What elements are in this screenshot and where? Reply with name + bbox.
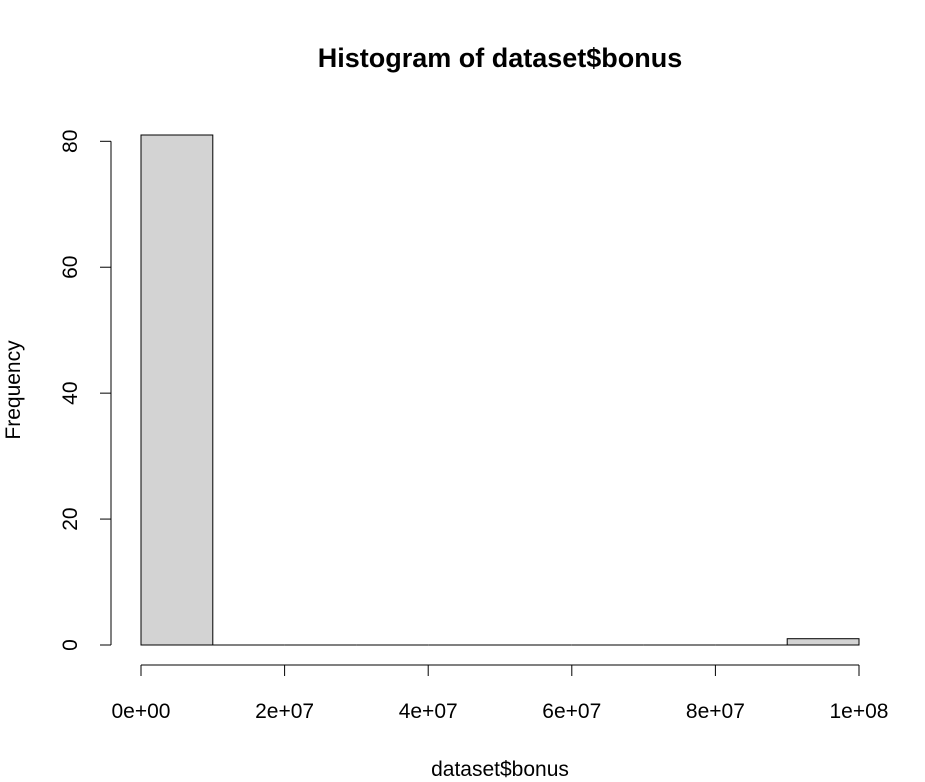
x-axis-label: dataset$bonus	[431, 758, 569, 781]
x-tick-label: 0e+00	[112, 700, 171, 723]
histogram-bar	[786, 638, 860, 646]
x-tick-label: 8e+07	[686, 700, 745, 723]
y-axis: 0 20 40 60 80	[59, 130, 112, 651]
y-tick-label: 40	[59, 381, 82, 404]
x-tick-label: 4e+07	[399, 700, 458, 723]
x-axis: 0e+00 2e+07 4e+07 6e+07 8e+07 1e+08	[112, 664, 889, 723]
x-tick-label: 2e+07	[255, 700, 314, 723]
y-axis-label: Frequency	[2, 340, 25, 440]
y-tick-label: 80	[59, 130, 82, 153]
bars-group	[140, 134, 860, 646]
chart-title: Histogram of dataset$bonus	[318, 43, 683, 73]
y-tick-label: 20	[59, 507, 82, 530]
y-tick-label: 0	[59, 639, 82, 651]
x-tick-label: 6e+07	[542, 700, 601, 723]
y-tick-label: 60	[59, 256, 82, 279]
x-tick-label: 1e+08	[830, 700, 889, 723]
histogram-bar	[140, 134, 214, 646]
